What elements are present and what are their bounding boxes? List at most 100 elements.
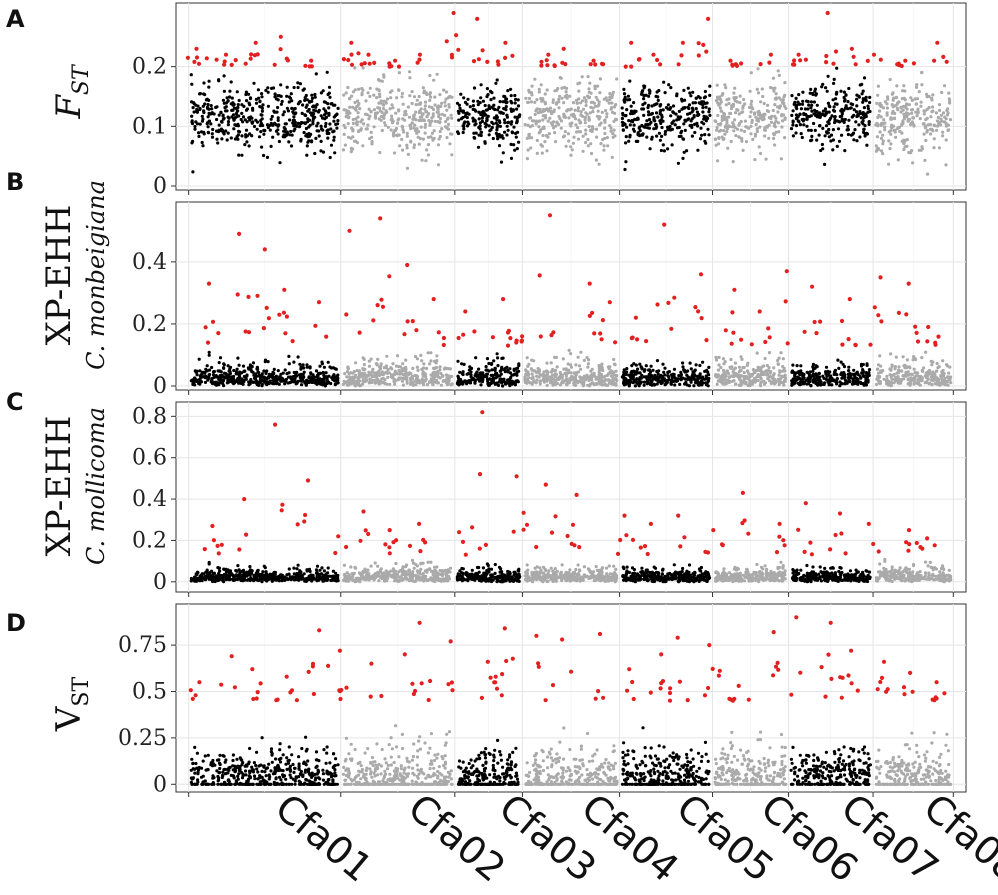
point bbox=[729, 106, 734, 111]
point bbox=[257, 135, 262, 139]
outlier-point bbox=[495, 59, 500, 64]
point bbox=[345, 375, 349, 379]
point bbox=[304, 383, 308, 387]
point bbox=[450, 116, 454, 120]
point bbox=[352, 369, 356, 374]
point bbox=[542, 126, 546, 130]
point bbox=[440, 127, 444, 131]
point bbox=[290, 99, 294, 103]
point bbox=[498, 100, 502, 104]
point bbox=[946, 123, 951, 127]
point bbox=[504, 108, 508, 112]
point bbox=[739, 119, 743, 124]
point bbox=[558, 370, 562, 375]
point bbox=[258, 105, 262, 109]
y-tick-label: 0.1 bbox=[132, 114, 167, 139]
point bbox=[501, 111, 505, 115]
point bbox=[859, 362, 864, 366]
point bbox=[305, 378, 309, 382]
point bbox=[716, 368, 721, 372]
point bbox=[681, 361, 685, 365]
point bbox=[835, 382, 839, 386]
point bbox=[612, 362, 617, 366]
point bbox=[766, 109, 771, 114]
point bbox=[418, 136, 422, 141]
outlier-point bbox=[728, 58, 733, 63]
point bbox=[655, 382, 659, 386]
point bbox=[703, 117, 707, 121]
point bbox=[861, 97, 865, 101]
outlier-point bbox=[539, 63, 544, 68]
point bbox=[530, 93, 534, 97]
point bbox=[829, 378, 833, 382]
point bbox=[797, 370, 801, 374]
point bbox=[649, 120, 653, 124]
point bbox=[190, 121, 195, 126]
point bbox=[361, 375, 365, 380]
point bbox=[492, 116, 496, 120]
point bbox=[909, 96, 913, 100]
point bbox=[368, 86, 372, 90]
outlier-point bbox=[417, 52, 422, 57]
point bbox=[749, 132, 753, 136]
point bbox=[893, 367, 897, 371]
point bbox=[772, 133, 776, 137]
outlier-point bbox=[633, 315, 639, 320]
outlier-point bbox=[475, 16, 480, 21]
point bbox=[554, 102, 559, 106]
point bbox=[232, 118, 236, 122]
point bbox=[889, 116, 893, 120]
point bbox=[659, 380, 663, 384]
point bbox=[944, 117, 948, 121]
point bbox=[370, 370, 374, 374]
point bbox=[863, 132, 867, 136]
point bbox=[543, 140, 547, 144]
outlier-point bbox=[405, 262, 410, 268]
point bbox=[715, 128, 719, 132]
point bbox=[501, 136, 505, 140]
point bbox=[232, 379, 236, 383]
point bbox=[862, 127, 866, 131]
point bbox=[776, 110, 780, 114]
outlier-point bbox=[359, 62, 364, 67]
point bbox=[260, 92, 264, 96]
point bbox=[840, 133, 844, 137]
point bbox=[204, 367, 208, 371]
point bbox=[727, 101, 731, 106]
point bbox=[912, 355, 916, 359]
point bbox=[769, 370, 773, 374]
point bbox=[564, 90, 568, 94]
point bbox=[273, 92, 277, 96]
point bbox=[479, 130, 483, 134]
point bbox=[236, 137, 240, 141]
point bbox=[855, 97, 859, 101]
point bbox=[696, 148, 700, 152]
point bbox=[810, 103, 814, 107]
point bbox=[232, 368, 236, 373]
outlier-point bbox=[471, 59, 477, 64]
point bbox=[527, 376, 531, 380]
point bbox=[395, 133, 400, 137]
point bbox=[846, 372, 851, 376]
point bbox=[802, 373, 806, 377]
point bbox=[945, 364, 950, 368]
outlier-point bbox=[899, 63, 904, 69]
point bbox=[600, 368, 604, 372]
point bbox=[703, 89, 708, 94]
point bbox=[528, 125, 532, 129]
point bbox=[926, 123, 930, 127]
point bbox=[600, 364, 604, 369]
point bbox=[475, 373, 479, 377]
point bbox=[526, 378, 530, 382]
point bbox=[252, 373, 256, 377]
point bbox=[244, 92, 248, 97]
point bbox=[191, 106, 195, 110]
point bbox=[611, 90, 616, 94]
point bbox=[801, 119, 805, 123]
point bbox=[378, 92, 382, 96]
point bbox=[853, 128, 857, 132]
point bbox=[723, 381, 727, 385]
point bbox=[539, 379, 543, 383]
point bbox=[584, 140, 588, 145]
